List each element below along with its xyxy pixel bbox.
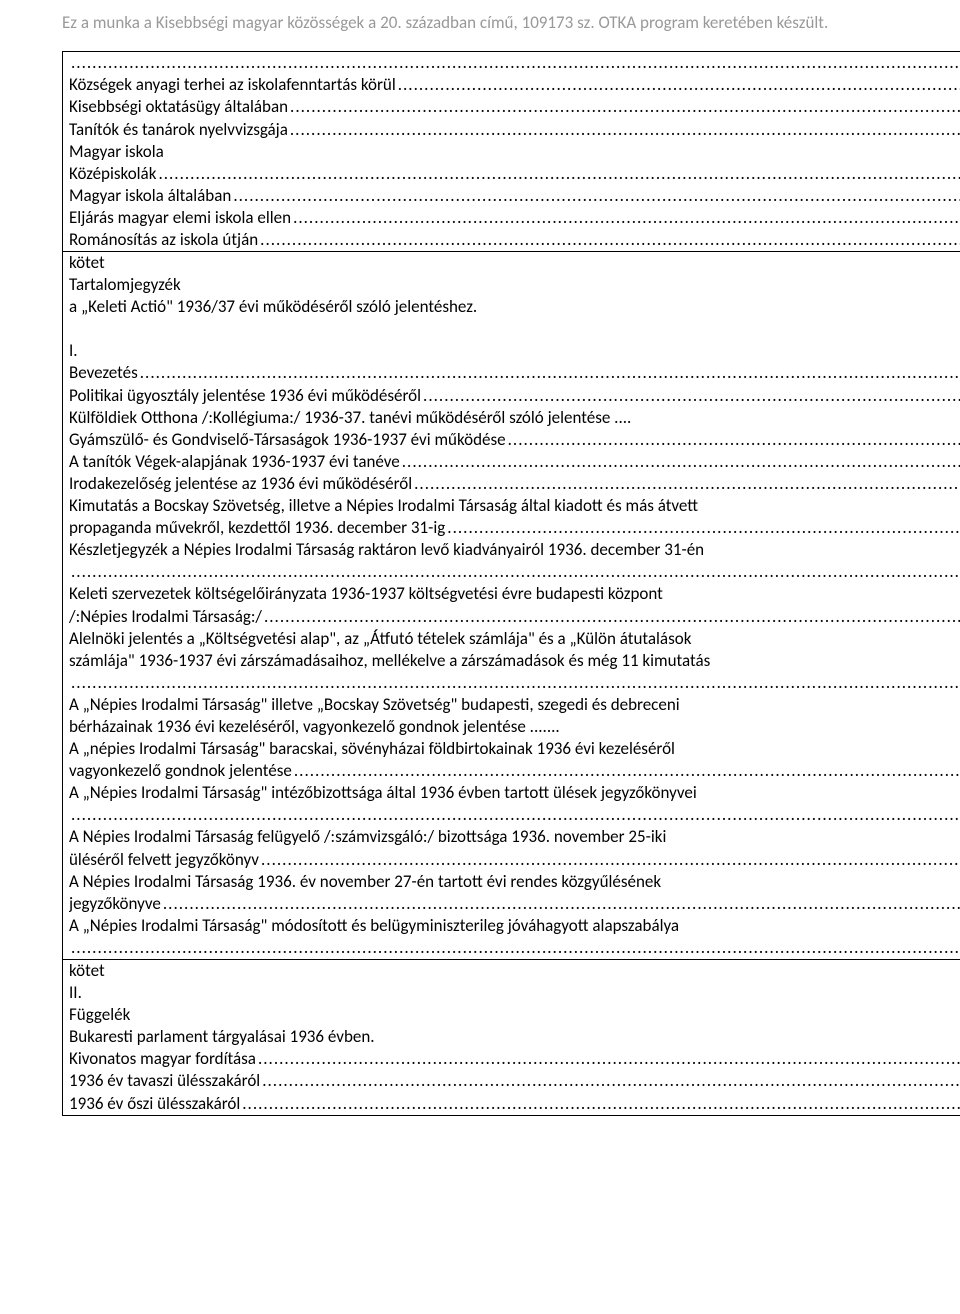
leader-dots: ........................................… — [293, 207, 960, 229]
toc-entry-text: Eljárás magyar elemi iskola ellen — [69, 207, 291, 229]
toc-entry-text: Bevezetés — [69, 362, 138, 384]
toc-entry-text: A Népies Irodalmi Társaság felügyelő /:s… — [69, 826, 960, 848]
toc-entry-text: I. — [69, 340, 960, 362]
toc-entry-text: vagyonkezelő gondnok jelentése — [69, 760, 292, 782]
section-header-line: Bukaresti parlament tárgyalásai 1936 évb… — [69, 1026, 960, 1048]
toc-entry-text: Középiskolák — [69, 163, 156, 185]
toc-table: ........................................… — [62, 51, 960, 1115]
leader-dots: ........................................… — [158, 163, 960, 185]
leader-dots: ........................................… — [71, 672, 960, 694]
leader-dots: ........................................… — [447, 517, 960, 539]
section-header-line: kötet — [69, 960, 960, 982]
leader-dots: ........................................… — [258, 1048, 960, 1070]
leader-dots: ........................................… — [140, 362, 960, 384]
block3-entries: kötetII.FüggelékBukaresti parlament tárg… — [63, 960, 960, 1116]
leader-dots: ........................................… — [71, 561, 960, 583]
block2-entries: kötetTartalomjegyzéka „Keleti Actió" 193… — [63, 252, 960, 960]
header-note: Ez a munka a Kisebbségi magyar közössége… — [62, 12, 898, 33]
toc-entry-text: Irodakezelőség jelentése az 1936 évi műk… — [69, 473, 412, 495]
toc-entry-text: Készletjegyzék a Népies Irodalmi Társasá… — [69, 539, 960, 561]
leader-dots: ........................................… — [163, 893, 960, 915]
toc-entry-text: A „Népies Irodalmi Társaság" intézőbizot… — [69, 782, 960, 804]
leader-dots: ........................................… — [233, 185, 960, 207]
toc-entry-text: A „Népies Irodalmi Társaság" módosított … — [69, 915, 960, 937]
toc-entry-text: bérházainak 1936 évi kezeléséről, vagyon… — [69, 716, 960, 738]
leader-dots: ........................................… — [294, 760, 960, 782]
leader-dots: ........................................… — [398, 74, 960, 96]
toc-entry-text: /:Népies Irodalmi Társaság:/ — [69, 606, 262, 628]
leader-dots: ........................................… — [290, 119, 960, 141]
section-header-line: II. — [69, 982, 960, 1004]
toc-entry-text: Alelnöki jelentés a „Költségvetési alap"… — [69, 628, 960, 650]
toc-entry-text: Politikai ügyosztály jelentése 1936 évi … — [69, 385, 421, 407]
leader-dots: ........................................… — [260, 229, 960, 251]
leader-dots: ........................................… — [71, 804, 960, 826]
leader-dots: ........................................… — [71, 52, 960, 74]
toc-entry-text: 1936 év őszi ülésszakáról — [69, 1093, 240, 1115]
toc-entry-text: Magyar iskola általában — [69, 185, 231, 207]
toc-entry-text: A tanítók Végek-alapjának 1936-1937 évi … — [69, 451, 400, 473]
leader-dots: ........................................… — [242, 1093, 960, 1115]
section-header-line: a „Keleti Actió" 1936/37 évi működéséről… — [69, 296, 960, 318]
toc-entry-text: Románosítás az iskola útján — [69, 229, 258, 251]
toc-entry-text: Kivonatos magyar fordítása — [69, 1048, 256, 1070]
toc-entry-text: Kimutatás a Bocskay Szövetség, illetve a… — [69, 495, 960, 517]
leader-dots: ........................................… — [414, 473, 960, 495]
leader-dots: ........................................… — [423, 385, 960, 407]
toc-entry-text: Kisebbségi oktatásügy általában — [69, 96, 288, 118]
toc-entry-text: propaganda művekről, kezdettől 1936. dec… — [69, 517, 445, 539]
toc-entry-text: Tanítók és tanárok nyelvvizsgája — [69, 119, 288, 141]
leader-dots: ........................................… — [262, 1070, 960, 1092]
section-header-line: Függelék — [69, 1004, 960, 1026]
toc-entry-text: jegyzőkönyve — [69, 893, 161, 915]
toc-entry-text: Községek anyagi terhei az iskolafenntart… — [69, 74, 396, 96]
toc-entry-text: A „Népies Irodalmi Társaság" illetve „Bo… — [69, 694, 960, 716]
leader-dots: ........................................… — [402, 451, 960, 473]
toc-entry-text: Keleti szervezetek költségelőirányzata 1… — [69, 583, 960, 605]
block1-entries: ........................................… — [63, 52, 960, 252]
section-header-line: Tartalomjegyzék — [69, 274, 960, 296]
toc-entry-text: A „népies Irodalmi Társaság" baracskai, … — [69, 738, 960, 760]
toc-entry-text: A Népies Irodalmi Társaság 1936. év nove… — [69, 871, 960, 893]
toc-entry-text: számlája" 1936-1937 évi zárszámadásaihoz… — [69, 650, 960, 672]
toc-entry-text: 1936 év tavaszi ülésszakáról — [69, 1070, 260, 1092]
leader-dots: ........................................… — [508, 429, 960, 451]
toc-entry-text: Gyámszülő- és Gondviselő-Társaságok 1936… — [69, 429, 506, 451]
toc-entry-text: üléséről felvett jegyzőkönyv — [69, 849, 259, 871]
leader-dots: ........................................… — [264, 606, 960, 628]
toc-entry-text: Magyar iskola — [69, 141, 960, 163]
section-header-line: kötet — [69, 252, 960, 274]
leader-dots: ........................................… — [290, 96, 960, 118]
toc-entry-text: Külföldiek Otthona /:Kollégiuma:/ 1936-3… — [69, 407, 960, 429]
leader-dots: ........................................… — [71, 937, 960, 959]
leader-dots: ........................................… — [261, 849, 960, 871]
